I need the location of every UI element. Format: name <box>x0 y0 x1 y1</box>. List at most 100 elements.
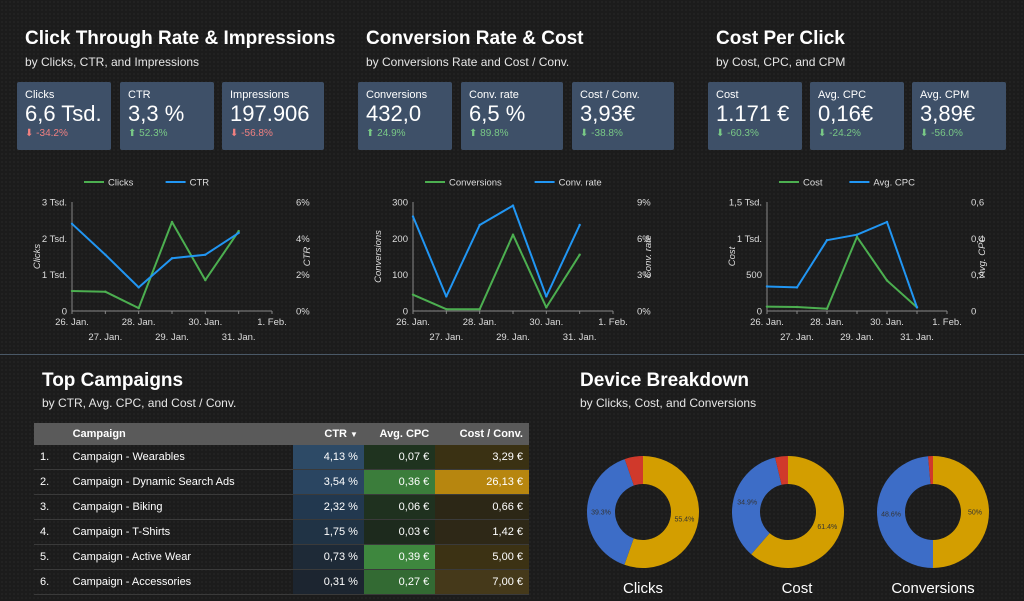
ctr-value: 3,54 % <box>292 469 364 495</box>
data-point <box>578 253 581 256</box>
y-tick-label-right: 9% <box>637 198 651 209</box>
kpi-change: ⬇ -34.2% <box>25 128 103 139</box>
row-num: 6. <box>34 569 67 595</box>
ctr-value: 2,32 % <box>292 494 364 520</box>
kpi-value: 3,89€ <box>920 101 976 126</box>
line-chart-conversions-rate[interactable]: Conversions Conv. rate 0 100 200 300 0% 3% 6% 9% C… <box>345 168 690 348</box>
kpi-change: ⬇ -60.3% <box>716 128 794 139</box>
table-row[interactable]: 2. Campaign - Dynamic Search Ads 3,54 % 0,3… <box>34 469 529 495</box>
col-header-ctr-label: CTR <box>324 428 347 440</box>
donut-label-cost: Cost <box>781 580 813 597</box>
x-tick-label: 28. Jan. <box>463 317 497 328</box>
kpi-card-impressions[interactable]: Impressions 197.906 ⬇ -56.8% <box>222 82 324 150</box>
kpi-card-conversions[interactable]: Conversions 432,0 ⬆ 24.9% <box>358 82 452 150</box>
row-num: 2. <box>34 469 67 495</box>
kpi-card-avg-cpm[interactable]: Avg. CPM 3,89€ ⬇ -56.0% <box>912 82 1006 150</box>
kpi-value: 6,6 Tsd. <box>25 101 102 126</box>
slice-label: 55.4% <box>674 517 694 524</box>
data-point <box>411 215 415 218</box>
kpi-card-conv-rate[interactable]: Conv. rate 6,5 % ⬆ 89.8% <box>461 82 563 150</box>
section-title-campaigns: Top Campaigns <box>42 370 184 391</box>
donut-slice <box>732 457 782 555</box>
kpi-label: Impressions <box>230 89 290 101</box>
y-tick-label-right: 3% <box>637 270 651 281</box>
donut-slice <box>587 459 634 565</box>
line-chart-clicks-ctr[interactable]: Clicks CTR 0 1 Tsd. 2 Tsd. 3 Tsd. 0% 2% 4% 6% Clic… <box>0 168 345 348</box>
kpi-change-value: -34.2% <box>36 128 68 139</box>
donut-chart-conversions[interactable]: 50% 48.6% <box>873 450 993 575</box>
kpi-value: 6,5 % <box>469 101 526 126</box>
y-tick-label: 100 <box>392 270 408 281</box>
kpi-value: 3,3 % <box>128 101 185 126</box>
kpi-card-ctr[interactable]: CTR 3,3 % ⬆ 52.3% <box>120 82 214 150</box>
data-point <box>915 306 919 309</box>
row-num: 4. <box>34 519 67 545</box>
table-row[interactable]: 1. Campaign - Wearables 4,13 % 0,07 €3,29 € <box>34 445 529 470</box>
campaigns-table-body: 1. Campaign - Wearables 4,13 % 0,07 €3,29 €… <box>34 445 529 595</box>
data-point <box>885 220 889 224</box>
x-tick-label: 30. Jan. <box>188 317 222 328</box>
donut-slice <box>624 456 643 486</box>
y-tick-label: 1 Tsd. <box>737 234 762 245</box>
section-subtitle-campaigns: by CTR, Avg. CPC, and Cost / Conv. <box>42 396 237 410</box>
campaign-name: Campaign - Accessories <box>66 569 293 595</box>
kpi-change: ⬆ 24.9% <box>366 128 444 139</box>
data-point <box>445 295 448 298</box>
x-tick-label: 29. Jan. <box>155 332 189 343</box>
data-point <box>411 293 415 296</box>
donut-label-conversions: Conversions <box>891 580 975 597</box>
cost-conv-value: 3,29 € <box>435 445 529 470</box>
kpi-card-cost[interactable]: Cost 1.171 € ⬇ -60.3% <box>708 82 802 150</box>
data-point <box>855 235 859 239</box>
kpi-label: Conv. rate <box>469 89 519 101</box>
cost-conv-value: 26,13 € <box>435 469 529 495</box>
legend-label: CTR <box>190 178 210 189</box>
data-point <box>855 233 859 236</box>
slice-label: 50% <box>968 510 982 517</box>
col-header-campaign[interactable]: Campaign <box>66 423 293 445</box>
data-point <box>170 257 174 260</box>
avg-cpc-value: 0,39 € <box>363 544 436 570</box>
table-row[interactable]: 6. Campaign - Accessories 0,31 % 0,27 €7,00… <box>34 569 529 595</box>
data-point <box>70 222 74 225</box>
col-header-avg-cpc[interactable]: Avg. CPC <box>363 423 436 445</box>
row-num: 3. <box>34 494 67 520</box>
x-tick-label: 29. Jan. <box>840 332 874 343</box>
x-tick-label: 26. Jan. <box>750 317 784 328</box>
arrow-down-icon: ⬇ <box>25 128 34 139</box>
y-tick-label-right: 2% <box>296 270 310 281</box>
cost-conv-value: 1,42 € <box>435 519 529 545</box>
cost-conv-value: 0,66 € <box>435 494 529 520</box>
data-point <box>765 305 769 308</box>
line-chart-cost-cpc[interactable]: Cost Avg. CPC 0 500 1 Tsd. 1,5 Tsd. 0 0,2 0,4 0,6… <box>690 168 1024 348</box>
kpi-card-cost-per-conv[interactable]: Cost / Conv. 3,93€ ⬇ -38.8% <box>572 82 674 150</box>
table-row[interactable]: 5. Campaign - Active Wear 0,73 % 0,39 €5,00… <box>34 544 529 570</box>
arrow-up-icon: ⬆ <box>469 128 478 139</box>
kpi-change-value: 24.9% <box>377 128 406 139</box>
data-point <box>578 223 581 227</box>
x-tick-label: 31. Jan. <box>563 332 597 343</box>
col-header-cost-conv[interactable]: Cost / Conv. <box>435 423 529 445</box>
kpi-change-value: -56.0% <box>931 128 963 139</box>
y-tick-label-right: 0% <box>637 307 651 318</box>
slice-label: 34.9% <box>737 499 757 506</box>
data-point <box>545 295 548 298</box>
table-row[interactable]: 3. Campaign - Biking 2,32 % 0,06 €0,66 € <box>34 494 529 520</box>
kpi-label: Cost <box>716 89 739 101</box>
legend-label: Clicks <box>108 178 134 189</box>
y-tick-label-right: 6% <box>296 198 310 209</box>
y-tick-label: 1 Tsd. <box>42 270 67 281</box>
kpi-card-clicks[interactable]: Clicks 6,6 Tsd. ⬇ -34.2% <box>17 82 111 150</box>
x-tick-label: 28. Jan. <box>810 317 844 328</box>
data-point <box>478 223 481 227</box>
donut-chart-clicks[interactable]: 55.4% 39.3% <box>583 450 703 575</box>
kpi-change: ⬇ -24.2% <box>818 128 896 139</box>
x-tick-label: 28. Jan. <box>122 317 156 328</box>
data-point <box>545 306 548 309</box>
donut-chart-cost[interactable]: 61.4% 34.9% <box>728 450 848 575</box>
table-row[interactable]: 4. Campaign - T-Shirts 1,75 % 0,03 €1,42 € <box>34 519 529 545</box>
data-point <box>885 279 889 282</box>
col-header-ctr[interactable]: CTR ▼ <box>292 423 364 445</box>
kpi-card-avg-cpc[interactable]: Avg. CPC 0,16€ ⬇ -24.2% <box>810 82 904 150</box>
data-point <box>104 253 107 256</box>
